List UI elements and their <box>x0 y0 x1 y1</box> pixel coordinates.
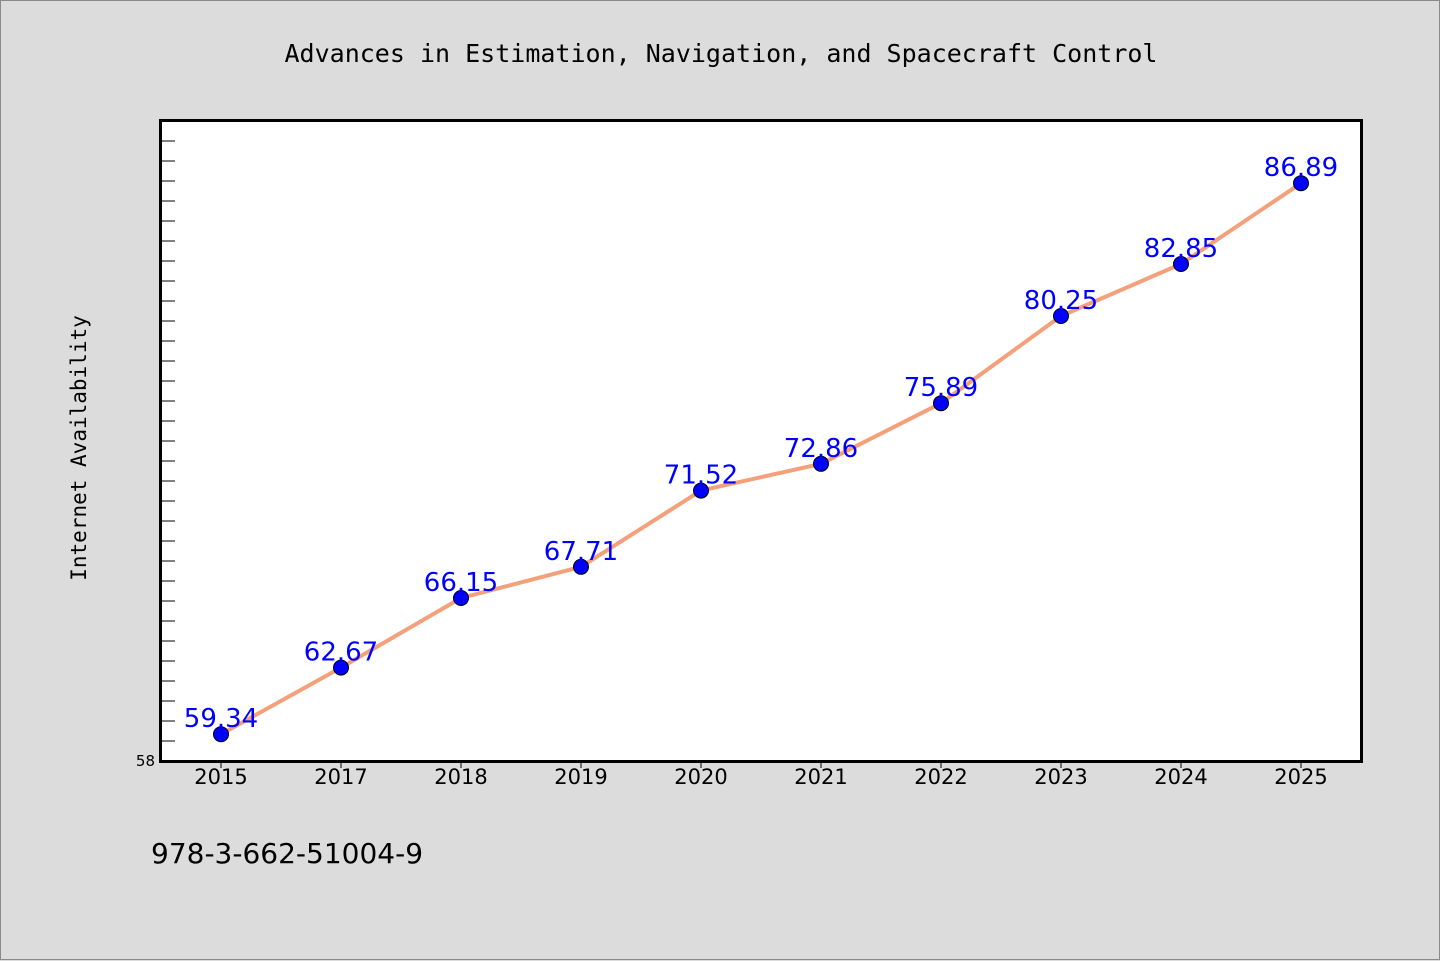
series-line <box>219 181 1303 737</box>
data-point <box>1293 175 1309 192</box>
data-point <box>213 726 229 743</box>
data-point <box>1173 256 1189 272</box>
isbn-text: 978-3-662-51004-9 <box>151 837 423 870</box>
data-point <box>693 482 709 499</box>
data-point <box>573 558 589 575</box>
data-label: 71.52 <box>664 461 738 491</box>
data-label: 62.67 <box>304 638 378 668</box>
x-tick-label: 2023 <box>1034 765 1087 789</box>
x-tick-label: 2019 <box>554 765 607 789</box>
x-tick-label: 2015 <box>194 765 247 789</box>
data-label: 72.86 <box>784 434 858 464</box>
y-axis-ticks: 58 <box>136 120 175 770</box>
data-point <box>933 395 949 412</box>
data-label: 75.89 <box>904 373 978 403</box>
data-point <box>813 455 829 472</box>
data-point <box>333 659 349 676</box>
chart-title: Advances in Estimation, Navigation, and … <box>285 39 1158 68</box>
y-tick-label: 58 <box>136 752 155 770</box>
data-point <box>453 590 469 606</box>
x-tick-label: 2022 <box>914 765 967 789</box>
series-layer: 59.34 62.67 66.15 67.71 71.52 72.86 75.89 80.25… <box>184 153 1338 743</box>
data-label: 59.34 <box>184 704 258 734</box>
x-tick-label: 2021 <box>794 765 847 789</box>
data-label: 66.15 <box>424 568 498 598</box>
x-tick-label: 2024 <box>1154 765 1207 789</box>
x-tick-label: 2025 <box>1274 765 1327 789</box>
data-label: 86.89 <box>1264 153 1338 183</box>
x-tick-label: 2020 <box>674 765 727 789</box>
x-tick-label: 2018 <box>434 765 487 789</box>
data-label: 80.25 <box>1024 286 1098 316</box>
y-axis-label: Internet Availability <box>67 315 91 581</box>
data-label: 82.85 <box>1144 234 1218 264</box>
data-point <box>1053 308 1069 324</box>
x-axis-ticks: 2015 2017 2018 2019 2020 2021 2022 2023 2024 2025 <box>194 761 1328 789</box>
data-label: 67.71 <box>544 537 618 567</box>
x-tick-label: 2017 <box>314 765 367 789</box>
